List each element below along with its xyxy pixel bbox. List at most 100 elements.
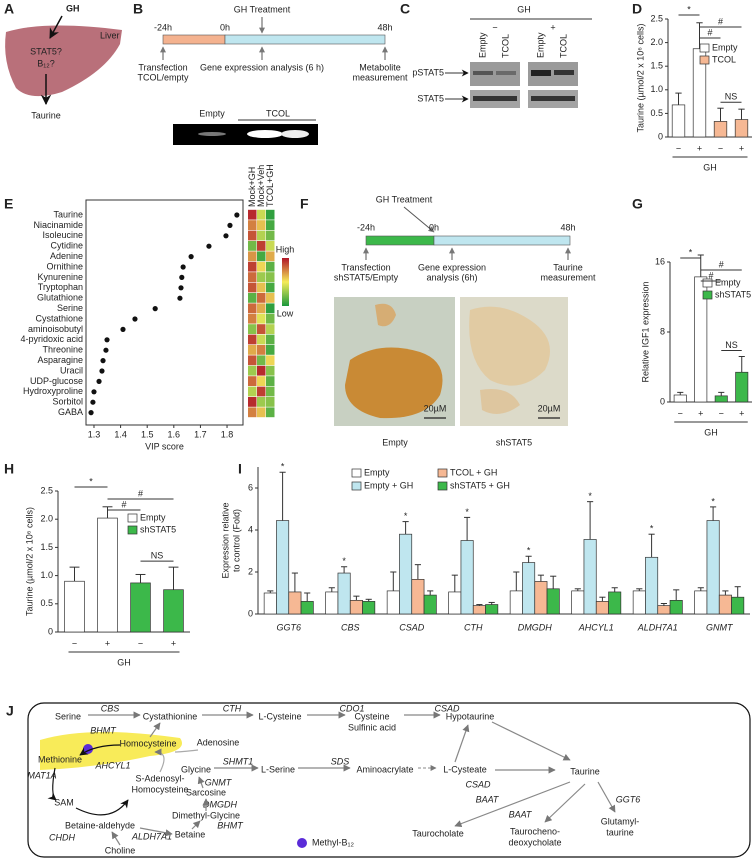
heat-cell	[257, 345, 266, 355]
bar	[362, 601, 376, 615]
heat-cell	[248, 220, 257, 230]
x-tick-label: −	[719, 408, 724, 418]
legend-label: Empty	[715, 277, 741, 287]
category-label: Sorbitol	[52, 397, 83, 407]
x-tick-label: DMGDH	[518, 622, 552, 632]
question: STAT5?	[30, 46, 62, 56]
step-label: TCOL/empty	[137, 72, 189, 82]
metabolite: Aminoacrylate	[356, 764, 413, 774]
bar	[337, 572, 351, 615]
category-label: Ornithine	[46, 261, 83, 271]
plot-frame	[85, 199, 244, 426]
metabolite: taurine	[606, 827, 634, 837]
legend-swatch	[351, 468, 362, 478]
product: Taurine	[31, 110, 61, 120]
category-label: Glutathione	[37, 293, 83, 303]
heat-cell	[248, 251, 257, 262]
blot-band	[531, 70, 551, 76]
metabolite: Betaine-aldehyde	[65, 820, 135, 830]
bar	[657, 605, 671, 615]
hormone: GH	[66, 3, 80, 13]
blot-band	[473, 71, 493, 75]
bar	[448, 591, 462, 615]
metabolite: Taurocholate	[412, 828, 464, 838]
step-label: Gene expression analysis (6 h)	[200, 62, 324, 72]
point	[227, 222, 233, 228]
gel-lane: TCOL	[266, 108, 290, 118]
y-tick-label: 1.5	[40, 542, 53, 552]
legend-label: TCOL + GH	[450, 467, 497, 477]
y-axis-label: to control (Fold)	[231, 509, 241, 572]
legend-label: TCOL	[712, 54, 736, 64]
point	[234, 212, 240, 218]
bar	[399, 533, 413, 615]
bar	[571, 590, 585, 615]
heat-cell	[266, 251, 275, 262]
category-label: Cytidine	[50, 241, 83, 251]
x-tick-label: 1.6	[168, 429, 181, 439]
pathway-arrow	[111, 831, 121, 846]
heat-cell	[257, 303, 266, 314]
legend-label: Empty	[364, 467, 390, 477]
heat-cell	[266, 324, 275, 334]
y-tick-label: 2.5	[650, 13, 663, 23]
point	[120, 326, 126, 332]
heat-cell	[266, 293, 275, 303]
metabolite: Sarcosine	[186, 787, 226, 797]
legend-label: shSTAT5	[140, 524, 176, 534]
heat-cell	[248, 397, 257, 407]
point	[99, 368, 105, 374]
timepoint: 0h	[220, 22, 230, 32]
metabolite: Sulfinic acid	[348, 722, 396, 732]
metabolite: L-Serine	[261, 764, 295, 774]
pathway-arrow	[597, 781, 616, 813]
y-axis-label: Taurine (µmol/2 x 10⁶ cells)	[635, 24, 645, 133]
timeline-pre	[162, 34, 226, 45]
bar	[276, 520, 290, 615]
step-label: Metabolite	[359, 62, 401, 72]
annotation: NS	[725, 340, 738, 350]
point	[91, 389, 97, 395]
step-label: analysis (6h)	[426, 272, 477, 282]
pathway-arrow	[454, 724, 470, 763]
heat-cell	[257, 209, 266, 220]
annotation: *	[689, 247, 693, 257]
y-tick-label: 16	[655, 256, 665, 266]
category-label: Cystathione	[35, 313, 83, 323]
pathway-arrow	[191, 820, 201, 830]
category-label: Adenine	[50, 251, 83, 261]
heat-cell	[257, 241, 266, 251]
enzyme: DMGDH	[203, 799, 237, 809]
gel-band	[247, 130, 283, 138]
panel-label: D	[632, 1, 642, 17]
pathway-frame	[27, 702, 751, 858]
timeline-pre	[365, 235, 435, 246]
bar	[325, 591, 339, 615]
annotation: NS	[151, 551, 164, 561]
bar	[534, 581, 548, 615]
timepoint: -24h	[357, 222, 375, 232]
heat-cell	[248, 386, 257, 397]
heat-cell	[266, 355, 275, 366]
heat-cell	[248, 241, 257, 251]
heat-cell	[266, 220, 275, 230]
y-tick-label: 2.0	[40, 514, 53, 524]
metabolite: Homocysteine	[119, 738, 176, 748]
step-label: shSTAT5/Empty	[334, 272, 399, 282]
metabolite: deoxycholate	[508, 837, 561, 847]
annotation: *	[527, 546, 531, 556]
enzyme: CHDH	[49, 832, 75, 842]
category-label: 4-pyridoxic acid	[20, 334, 83, 344]
bar	[509, 590, 523, 615]
y-tick-label: 0	[48, 626, 53, 636]
y-tick-label: 0.5	[40, 598, 53, 608]
heat-cell	[266, 272, 275, 282]
enzyme: ALDH7A1	[131, 831, 172, 841]
heat-legend-label: High	[276, 244, 295, 254]
bar	[411, 578, 425, 615]
band-label: pSTAT5	[412, 67, 444, 77]
heat-cell	[266, 365, 275, 376]
x-tick-label: CBS	[341, 622, 360, 632]
x-tick-label: +	[105, 638, 110, 648]
